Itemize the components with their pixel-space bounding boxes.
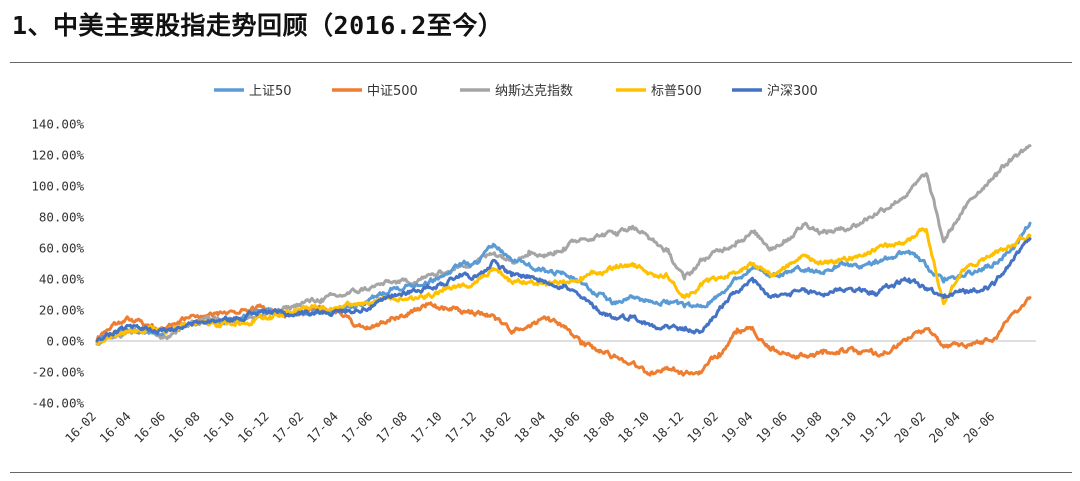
y-tick-label: 140.00% bbox=[31, 117, 84, 132]
legend-label: 中证500 bbox=[367, 84, 418, 99]
x-tick-label: 18-04 bbox=[511, 409, 548, 446]
x-tick-label: 20-06 bbox=[960, 409, 997, 446]
x-tick-label: 16-02 bbox=[62, 409, 99, 446]
x-tick-label: 18-10 bbox=[615, 409, 652, 446]
x-tick-label: 19-04 bbox=[718, 409, 755, 446]
line-chart: 上证50 中证500 纳斯达克指数 标普500 沪深300 140.00% 120.00%… bbox=[31, 83, 1036, 446]
page-title: 1、中美主要股指走势回顾（2016.2至今） bbox=[12, 11, 504, 40]
x-tick-label: 20-04 bbox=[926, 409, 963, 446]
x-tick-label: 16-10 bbox=[200, 409, 237, 446]
y-tick-label: 120.00% bbox=[31, 148, 84, 163]
x-tick-label: 18-08 bbox=[580, 409, 617, 446]
x-tick-label: 17-02 bbox=[269, 409, 306, 446]
x-tick-label: 17-08 bbox=[373, 409, 410, 446]
x-tick-label: 16-06 bbox=[131, 409, 168, 446]
x-tick-label: 18-06 bbox=[546, 409, 583, 446]
series-line bbox=[95, 144, 1032, 346]
x-axis: 16-0216-0416-0616-0816-1016-1217-0217-04… bbox=[62, 340, 1036, 446]
x-tick-label: 19-10 bbox=[822, 409, 859, 446]
x-tick-label: 16-04 bbox=[96, 409, 133, 446]
legend-label: 标普500 bbox=[651, 84, 702, 99]
x-tick-label: 19-12 bbox=[857, 409, 894, 446]
y-tick-label: 60.00% bbox=[39, 241, 85, 256]
title-divider bbox=[10, 62, 1072, 63]
y-tick-label: 0.00% bbox=[46, 334, 84, 349]
y-tick-label: 40.00% bbox=[39, 272, 85, 287]
x-tick-label: 19-06 bbox=[753, 409, 790, 446]
series-lines bbox=[95, 144, 1032, 377]
y-tick-label: 100.00% bbox=[31, 179, 84, 194]
y-tick-label: -20.00% bbox=[31, 365, 84, 380]
series-line bbox=[95, 237, 1032, 343]
series-line bbox=[95, 227, 1032, 346]
x-tick-label: 17-12 bbox=[442, 409, 479, 446]
x-tick-label: 16-08 bbox=[166, 409, 203, 446]
x-tick-label: 16-12 bbox=[235, 409, 272, 446]
y-axis: 140.00% 120.00% 100.00% 80.00% 60.00% 40.00% 2… bbox=[31, 117, 84, 411]
series-line bbox=[95, 296, 1032, 377]
x-tick-label: 17-10 bbox=[407, 409, 444, 446]
x-tick-label: 19-02 bbox=[684, 409, 721, 446]
x-tick-label: 18-12 bbox=[649, 409, 686, 446]
bottom-divider bbox=[10, 472, 1072, 473]
y-tick-label: 20.00% bbox=[39, 303, 85, 318]
chart-legend: 上证50 中证500 纳斯达克指数 标普500 沪深300 bbox=[214, 83, 818, 99]
legend-label: 沪深300 bbox=[767, 83, 818, 99]
x-tick-label: 17-06 bbox=[338, 409, 375, 446]
x-tick-label: 19-08 bbox=[788, 409, 825, 446]
x-tick-label: 17-04 bbox=[304, 409, 341, 446]
x-tick-label: 18-02 bbox=[477, 409, 514, 446]
y-tick-label: 80.00% bbox=[39, 210, 85, 225]
legend-label: 上证50 bbox=[249, 84, 292, 99]
x-tick-label: 20-02 bbox=[891, 409, 928, 446]
legend-label: 纳斯达克指数 bbox=[495, 84, 573, 99]
y-tick-label: -40.00% bbox=[31, 396, 84, 411]
